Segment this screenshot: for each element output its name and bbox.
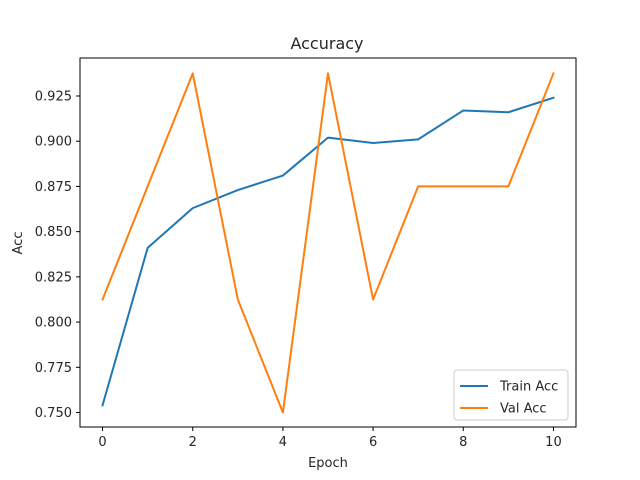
y-tick-label: 0.775 (35, 361, 72, 376)
plot-frame (79, 57, 577, 428)
y-tick-label: 0.825 (35, 270, 72, 285)
x-tick-label: 10 (545, 435, 562, 450)
legend-label-val-acc: Val Acc (500, 402, 547, 417)
chart-title: Accuracy (290, 34, 363, 53)
legend: Train Acc Val Acc (453, 369, 569, 421)
x-tick-label: 4 (279, 435, 287, 450)
series-line-train-acc (101, 96, 555, 407)
series-line-val-acc (101, 72, 555, 414)
legend-items: Train Acc Val Acc (460, 380, 558, 417)
y-tick-label: 0.800 (35, 316, 72, 331)
y-tick-label: 0.925 (35, 89, 72, 104)
y-axis-ticks: 0.750 0.775 0.800 0.825 0.850 0.875 0.900 0.925 (35, 89, 80, 421)
legend-label-train-acc: Train Acc (499, 380, 558, 395)
x-tick-label: 6 (369, 435, 377, 450)
y-tick-label: 0.875 (35, 180, 72, 195)
y-axis-label: Acc (11, 232, 26, 255)
x-axis-ticks: 0 2 4 6 8 10 (98, 427, 562, 450)
x-tick-label: 8 (459, 435, 467, 450)
x-axis-label: Epoch (308, 456, 348, 471)
x-tick-label: 0 (98, 435, 106, 450)
y-tick-label: 0.750 (35, 406, 72, 421)
y-tick-label: 0.900 (35, 135, 72, 150)
y-tick-label: 0.850 (35, 225, 72, 240)
plot-lines (101, 72, 555, 414)
x-tick-label: 2 (189, 435, 197, 450)
